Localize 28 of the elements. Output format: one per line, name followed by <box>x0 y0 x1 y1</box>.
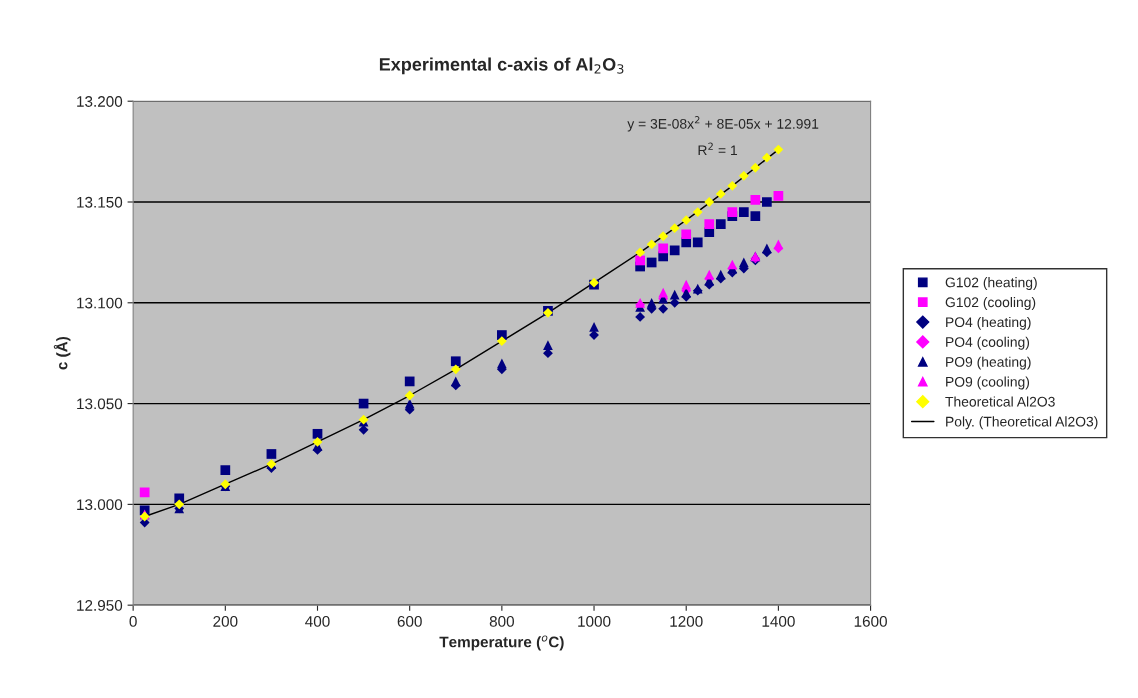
legend-label: PO4 (cooling) <box>946 336 1030 350</box>
x-tick-label: 1400 <box>762 615 795 627</box>
x-tick-label: 1000 <box>578 615 611 627</box>
x-tick-label: 200 <box>213 615 238 627</box>
y-tick-label: 13.000 <box>77 499 123 511</box>
annotation: R$^{2}$ = 1 <box>698 142 738 156</box>
chart-title: Experimental c-axis of Al$_{2}$O$_{3}$ <box>379 57 624 75</box>
x-axis-title: Temperature ($^{o}$C) <box>439 635 564 651</box>
y-tick-label: 13.200 <box>77 96 123 107</box>
legend-label: G102 (cooling) <box>945 296 1036 310</box>
x-tick-label: 0 <box>129 615 137 627</box>
y-tick-label: 12.950 <box>77 600 123 611</box>
x-tick-label: 600 <box>397 615 422 627</box>
legend-label: PO4 (heating) <box>946 316 1031 330</box>
legend-label: PO9 (cooling) <box>946 376 1030 390</box>
y-tick-label: 13.150 <box>77 196 123 208</box>
legend-label: PO9 (heating) <box>946 356 1031 370</box>
legend-label: Poly. (Theoretical Al2O3) <box>946 416 1098 430</box>
legend-label: Theoretical Al2O3 <box>945 396 1055 407</box>
legend-label: G102 (heating) <box>945 277 1037 291</box>
y-tick-label: 13.100 <box>77 297 123 309</box>
x-tick-label: 800 <box>489 615 515 627</box>
x-tick-label: 1600 <box>854 615 887 627</box>
annotation: y = 3E-08x$^{2}$ + 8E-05x + 12.991 <box>627 116 819 132</box>
y-tick-label: 13.050 <box>77 398 123 410</box>
y-axis-title: c (Å) <box>53 336 71 370</box>
x-tick-label: 1200 <box>670 615 703 627</box>
x-tick-label: 400 <box>305 615 330 627</box>
